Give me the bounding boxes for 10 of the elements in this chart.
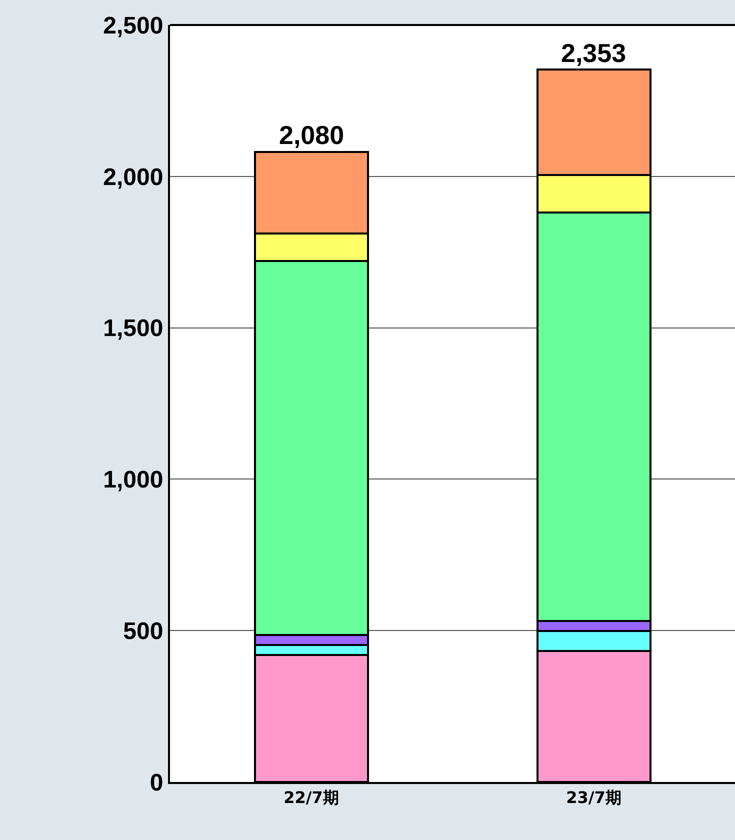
y-tick-label: 1,500 — [103, 315, 164, 342]
y-tick-label: 1,000 — [103, 466, 164, 494]
y-tick-label: 0 — [150, 769, 164, 796]
y-tick-label: 500 — [123, 618, 164, 645]
total-label: 2,353 — [561, 38, 626, 68]
x-tick-label: 22/7期 — [284, 788, 339, 808]
y-tick-label: 2,000 — [103, 164, 164, 191]
total-label: 2,080 — [279, 120, 344, 150]
x-tick-label: 23/7期 — [566, 788, 622, 808]
y-tick-label: 2,500 — [103, 12, 164, 40]
